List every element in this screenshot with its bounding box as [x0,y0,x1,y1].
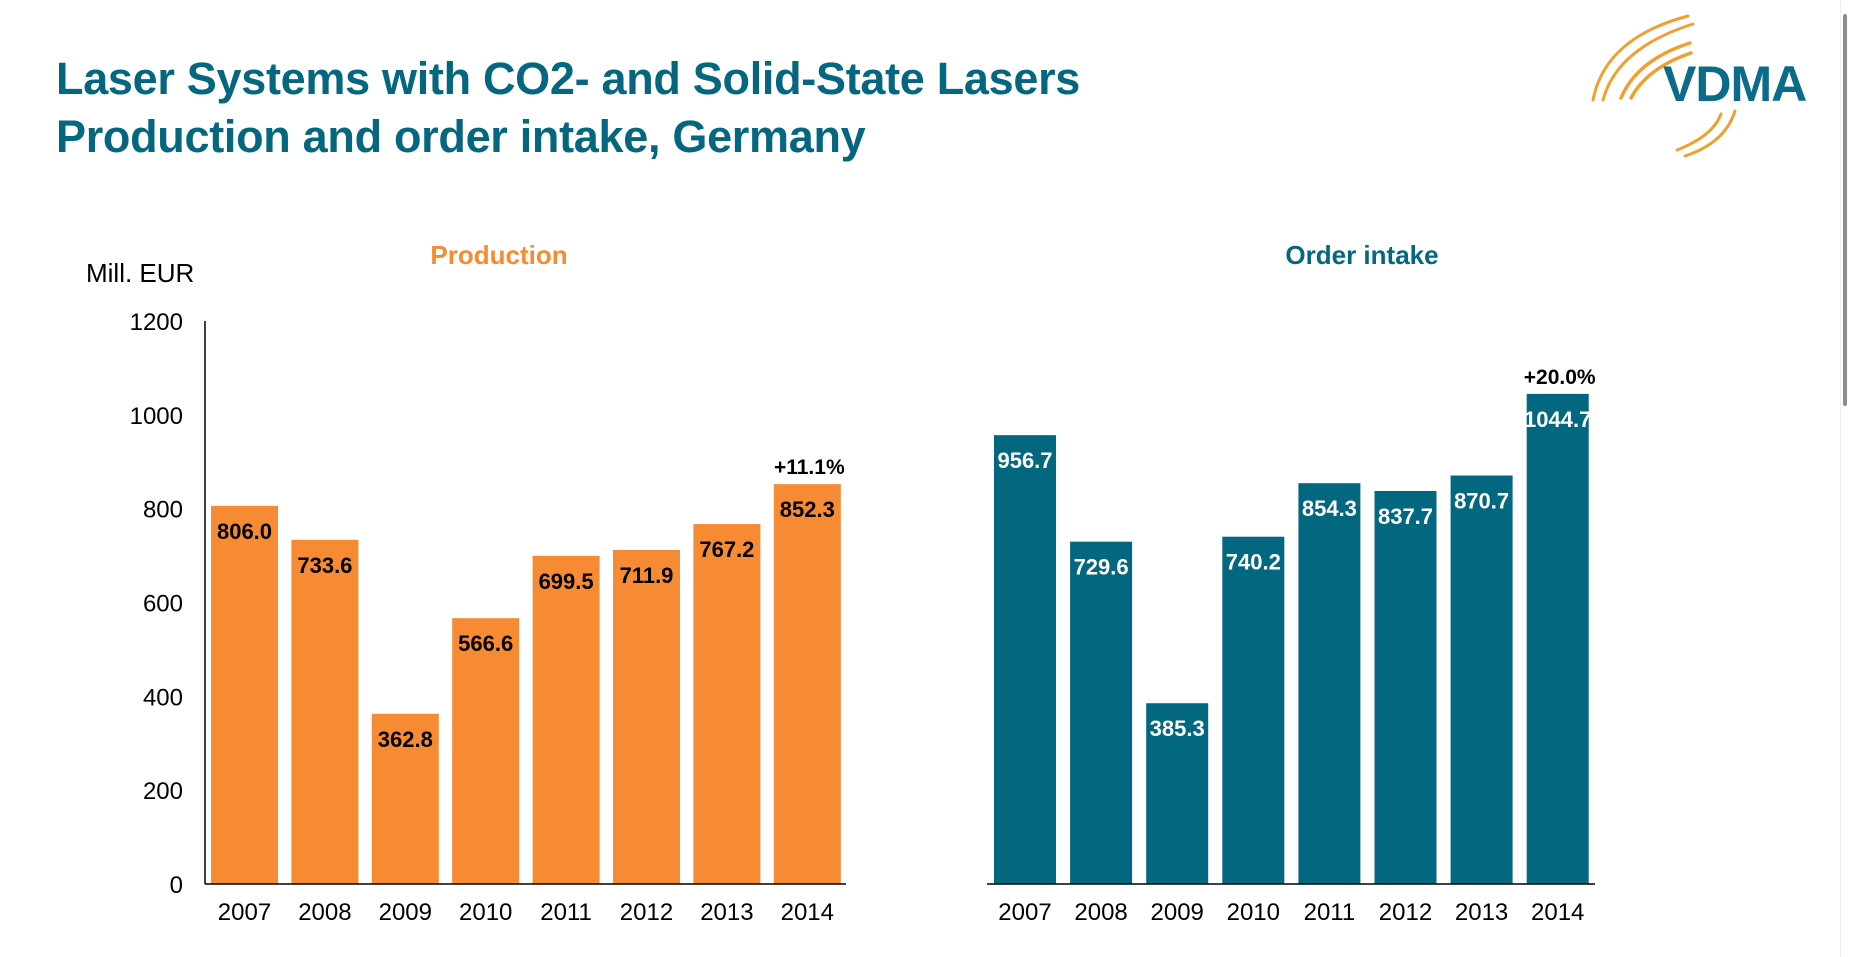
production-value-label: 362.8 [378,727,433,752]
vdma-arc-logo-icon [1591,14,1737,158]
production-bar [371,713,439,884]
production-bar [452,618,520,884]
production-value-label: 733.6 [297,553,352,578]
y-tick-label: 1200 [130,309,183,336]
order-intake-value-label: 740.2 [1226,550,1281,575]
y-axis-unit-label: Mill. EUR [86,258,195,288]
x-tick-label: 2014 [781,899,834,926]
production-bar [693,524,761,884]
production-value-label: 566.6 [458,631,513,656]
order-intake-value-label: 1044.7 [1524,407,1591,432]
production-bar [291,539,359,884]
y-tick-label: 0 [170,872,183,899]
order-intake-bar [1222,536,1285,884]
production-chart-title: Production [430,240,567,270]
order-intake-growth-annotation: +20.0% [1524,366,1596,389]
production-value-label: 806.0 [217,519,272,544]
x-tick-label: 2009 [379,899,432,926]
page-title: Laser Systems with CO2- and Solid-State … [56,50,1080,166]
x-tick-label: 2014 [1531,899,1584,926]
order-intake-bar [1070,541,1133,884]
order-intake-value-label: 385.3 [1150,716,1205,741]
production-growth-annotation: +11.1% [774,456,845,479]
production-bar [613,550,680,884]
x-tick-label: 2010 [1227,899,1280,926]
title-line-1: Laser Systems with CO2- and Solid-State … [56,53,1081,104]
title-line-2: Production and order intake, Germany [56,111,866,162]
production-value-label: 711.9 [620,563,674,588]
order-intake-value-label: 837.7 [1378,504,1433,529]
order-intake-bar [1374,490,1437,884]
y-tick-label: 200 [143,778,183,805]
order-intake-bar [1298,483,1361,884]
production-bar [532,555,600,884]
x-tick-label: 2007 [218,899,271,926]
x-tick-label: 2010 [459,899,512,926]
production-bar [211,505,278,884]
x-tick-label: 2013 [1455,899,1508,926]
order-intake-value-label: 870.7 [1454,488,1509,513]
order-intake-value-label: 956.7 [997,448,1052,473]
production-value-label: 852.3 [780,497,835,522]
x-tick-label: 2012 [1379,899,1432,926]
order-intake-bar [1450,475,1513,884]
x-tick-label: 2009 [1151,899,1204,926]
order-intake-value-label: 729.6 [1074,555,1129,580]
logo-text: VDMA [1663,56,1807,112]
production-value-label: 699.5 [539,569,594,594]
order-intake-bar [994,435,1056,884]
production-value-label: 767.2 [699,537,754,562]
y-tick-label: 600 [143,591,183,618]
x-tick-label: 2011 [540,899,592,926]
x-tick-label: 2008 [1074,899,1127,926]
scrollbar-thumb[interactable] [1843,14,1847,406]
y-tick-label: 800 [143,497,183,524]
x-tick-label: 2012 [620,899,673,926]
x-tick-label: 2013 [700,899,753,926]
y-tick-label: 1000 [130,403,183,430]
production-bar [773,484,841,884]
scrollbar-track [1840,0,1841,957]
x-tick-label: 2011 [1304,899,1356,926]
order-intake-bar [1526,393,1589,884]
y-tick-label: 400 [143,684,183,711]
order-intake-chart-title: Order intake [1285,240,1438,270]
x-tick-label: 2008 [298,899,351,926]
order-intake-value-label: 854.3 [1302,496,1357,521]
x-tick-label: 2007 [998,899,1051,926]
order-intake-bar [1146,703,1209,884]
